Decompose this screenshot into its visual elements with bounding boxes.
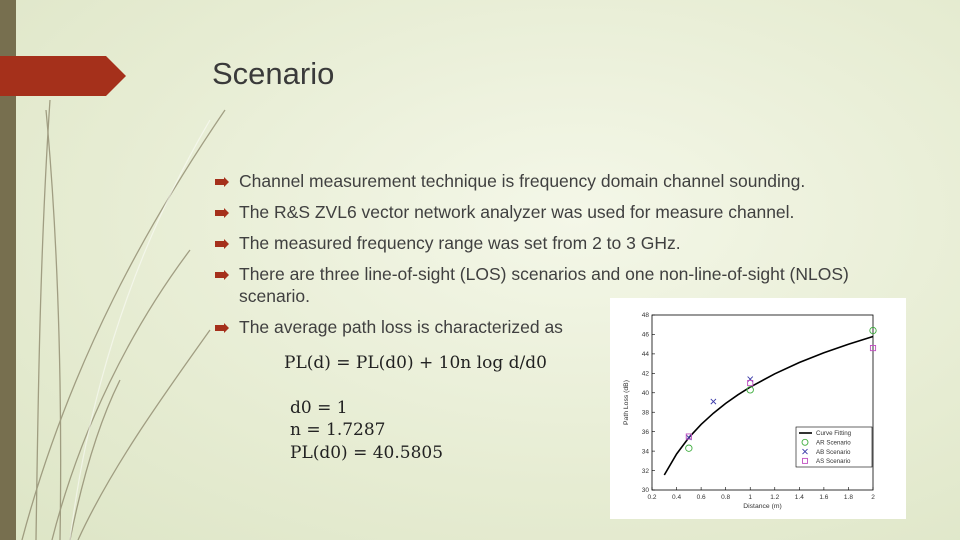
legend-label: AB Scenario bbox=[816, 449, 851, 456]
as-point bbox=[747, 380, 754, 387]
ab-point bbox=[747, 376, 754, 383]
x-tick-label: 0.2 bbox=[647, 494, 656, 501]
y-tick-label: 40 bbox=[642, 390, 650, 397]
path-loss-formula: PL(d) = PL(d0) + 10n log d/d0 bbox=[284, 353, 547, 373]
y-tick-label: 36 bbox=[642, 429, 650, 436]
arrow-bullet-icon bbox=[215, 208, 229, 218]
y-tick-label: 46 bbox=[642, 332, 650, 339]
d0-value: d0 = 1 bbox=[290, 398, 348, 418]
plot-layer: 0.2 0.4 0.6 0.8 1 1.2 1.4 1.6 1.8 2 30 32 34 36 38 40 42… bbox=[623, 312, 877, 510]
ar-point bbox=[869, 326, 877, 335]
x-tick-label: 1.2 bbox=[770, 494, 779, 501]
n-value: n = 1.7287 bbox=[290, 420, 386, 440]
ar-point bbox=[685, 444, 693, 452]
bullet-item: There are three line-of-sight (LOS) scen… bbox=[215, 264, 879, 307]
bullet-text: There are three line-of-sight (LOS) scen… bbox=[239, 264, 849, 306]
ar-point bbox=[746, 386, 754, 394]
arrow-bullet-icon bbox=[215, 322, 229, 333]
y-tick-label: 38 bbox=[642, 409, 650, 416]
x-axis-label: Distance (m) bbox=[743, 503, 782, 510]
x-tick-label: 2 bbox=[871, 494, 875, 501]
y-tick-label: 32 bbox=[642, 468, 650, 475]
y-tick-label: 30 bbox=[642, 487, 650, 494]
x-tick-label: 1.4 bbox=[795, 494, 804, 501]
legend-circle-swatch bbox=[801, 438, 809, 446]
bullet-text: Channel measurement technique is frequen… bbox=[239, 171, 806, 191]
x-tick-label: 1.8 bbox=[844, 494, 853, 501]
as-point bbox=[869, 345, 877, 352]
bullet-item: The R&S ZVL6 vector network analyzer was… bbox=[215, 202, 915, 224]
as-point bbox=[685, 433, 692, 440]
y-tick-label: 48 bbox=[642, 312, 650, 319]
legend-label: Curve Fitting bbox=[816, 430, 852, 437]
x-tick-label: 0.4 bbox=[672, 494, 681, 501]
bullet-text: The R&S ZVL6 vector network analyzer was… bbox=[239, 202, 795, 222]
decorative-grass-lines bbox=[21, 99, 226, 540]
arrow-bullet-icon bbox=[215, 270, 229, 280]
x-tick-label: 0.6 bbox=[697, 494, 706, 501]
title-accent-tab bbox=[0, 56, 126, 96]
arrow-bullet-icon bbox=[215, 177, 229, 187]
bullet-item: The measured frequency range was set fro… bbox=[215, 233, 915, 255]
legend-x-swatch bbox=[802, 448, 808, 455]
slide-title: Scenario bbox=[212, 56, 335, 91]
x-tick-label: 1 bbox=[748, 494, 752, 501]
side-accent-bar bbox=[0, 0, 16, 540]
y-axis-label: Path Loss (dB) bbox=[623, 380, 630, 425]
ab-point bbox=[710, 398, 717, 405]
plot-frame bbox=[651, 314, 874, 491]
bullet-list: Channel measurement technique is frequen… bbox=[215, 171, 915, 348]
legend-label: AS Scenario bbox=[816, 458, 851, 465]
arrow-bullet-icon bbox=[215, 239, 229, 249]
bullet-item: Channel measurement technique is frequen… bbox=[215, 171, 915, 193]
pl-d0-value: PL(d0) = 40.5805 bbox=[290, 443, 444, 463]
x-tick-label: 1.6 bbox=[819, 494, 828, 501]
y-tick-label: 44 bbox=[642, 351, 650, 358]
chart-svg: 0.2 0.4 0.6 0.8 1 1.2 1.4 1.6 1.8 2 30 32 34 36 38 40 42… bbox=[623, 312, 877, 510]
y-tick-label: 34 bbox=[642, 448, 650, 455]
legend-square-swatch bbox=[802, 457, 808, 464]
bullet-text: The measured frequency range was set fro… bbox=[239, 233, 681, 253]
bullet-item: The average path loss is characterized a… bbox=[215, 317, 915, 339]
bullet-text: The average path loss is characterized a… bbox=[239, 316, 563, 337]
x-tick-label: 0.8 bbox=[721, 494, 730, 501]
path-loss-chart: 0.2 0.4 0.6 0.8 1 1.2 1.4 1.6 1.8 2 30 32 34 36 38 40 42… bbox=[610, 298, 906, 519]
y-tick-label: 42 bbox=[642, 371, 650, 378]
legend-label: AR Scenario bbox=[816, 440, 851, 447]
